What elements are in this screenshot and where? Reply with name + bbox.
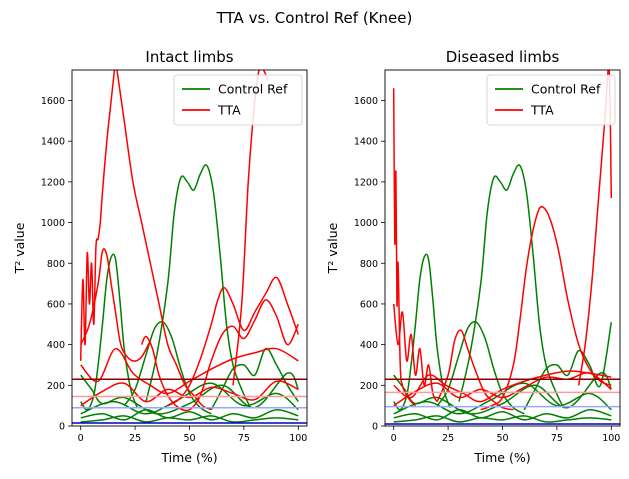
y-tick-label: 400 — [47, 340, 65, 351]
tta-series-line — [392, 303, 438, 403]
y-tick-label: 800 — [47, 259, 65, 270]
control-ref-series-line — [123, 320, 212, 415]
y-tick-label: 1200 — [354, 177, 378, 188]
x-tick-label: 75 — [238, 433, 250, 444]
control-ref-series-line — [145, 164, 252, 409]
tta-series-line — [436, 329, 514, 411]
control-ref-series-line — [393, 408, 612, 421]
control-ref-series-line — [436, 320, 525, 415]
figure-suptitle: TTA vs. Control Ref (Knee) — [216, 9, 413, 27]
y-tick-label: 400 — [360, 340, 378, 351]
y-tick-label: 800 — [360, 259, 378, 270]
x-tick-label: 100 — [602, 433, 620, 444]
legend-box — [173, 74, 303, 126]
legend: Control Ref TTA — [173, 74, 303, 126]
y-tick-label: 0 — [59, 422, 65, 433]
panel-title: Intact limbs — [145, 48, 233, 66]
legend-entry-label: TTA — [530, 103, 554, 118]
control-ref-series-line — [80, 382, 299, 415]
tta-series-line — [79, 70, 116, 361]
control-ref-series-line — [458, 164, 565, 409]
x-tick-label: 75 — [551, 433, 563, 444]
tta-series-line — [393, 370, 612, 403]
tta-series-line — [80, 248, 151, 362]
y-tick-label: 0 — [372, 422, 378, 433]
y-tick-label: 200 — [47, 381, 65, 392]
control-ref-series-line — [80, 372, 299, 415]
y-tick-label: 200 — [360, 381, 378, 392]
control-ref-series-line — [80, 408, 299, 421]
x-tick-label: 25 — [442, 433, 454, 444]
x-tick-label: 25 — [129, 433, 141, 444]
legend-entry-label: Control Ref — [531, 82, 601, 97]
x-tick-label: 0 — [391, 433, 397, 444]
tta-series-line — [80, 380, 299, 407]
legend-box — [486, 74, 616, 126]
panel-title: Diseased limbs — [446, 48, 560, 66]
y-tick-label: 1000 — [41, 218, 65, 229]
tta-series-line — [393, 372, 612, 407]
y-tick-label: 1400 — [354, 137, 378, 148]
y-tick-label: 1200 — [41, 177, 65, 188]
legend-entry-label: TTA — [217, 103, 241, 118]
plot-lines — [385, 70, 620, 425]
x-tick-label: 50 — [183, 433, 195, 444]
tta-series-line — [167, 276, 300, 407]
y-tick-label: 1000 — [354, 218, 378, 229]
y-tick-label: 1600 — [354, 96, 378, 107]
control-ref-series-line — [393, 382, 612, 415]
tta-series-line — [80, 347, 299, 395]
x-tick-label: 0 — [78, 433, 84, 444]
tta-series-line — [480, 205, 612, 411]
legend-entry-label: Control Ref — [218, 82, 288, 97]
legend: Control Ref TTA — [486, 74, 616, 126]
y-axis-label: T² value — [325, 222, 340, 274]
control-ref-series-line — [523, 322, 613, 411]
y-tick-label: 600 — [360, 299, 378, 310]
tta-series-line — [140, 299, 299, 412]
y-tick-label: 600 — [47, 299, 65, 310]
control-ref-series-line — [393, 415, 612, 423]
y-tick-label: 1400 — [41, 137, 65, 148]
y-axis-label: T² value — [12, 222, 27, 274]
x-axis-label: Time (%) — [160, 450, 217, 465]
y-tick-label: 1600 — [41, 96, 65, 107]
x-axis-label: Time (%) — [473, 450, 530, 465]
x-tick-label: 50 — [496, 433, 508, 444]
control-ref-series-line — [80, 415, 299, 423]
plot-lines — [72, 70, 307, 424]
x-tick-label: 100 — [289, 433, 307, 444]
